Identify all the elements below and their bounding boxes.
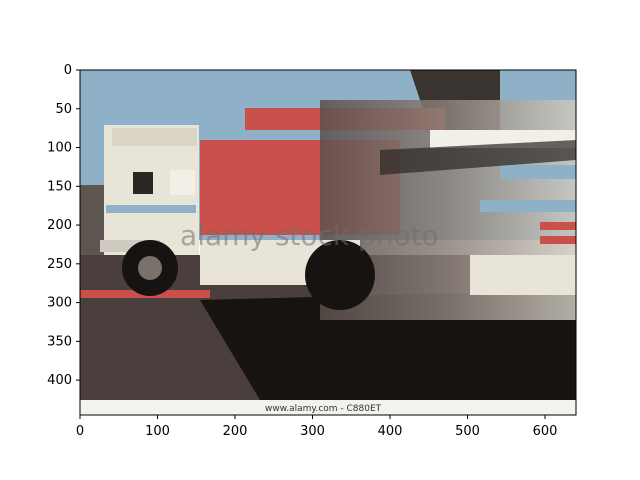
blur-red-streak (540, 222, 576, 230)
credit-strip (80, 400, 576, 415)
parked-truck (100, 125, 199, 296)
blur-blue-streak-2 (480, 200, 576, 212)
credit-text: www.alamy.com - C880ET (265, 404, 382, 414)
x-tick-label: 200 (223, 424, 248, 439)
x-tick-label: 500 (455, 424, 480, 439)
y-tick-label: 200 (47, 218, 72, 233)
truck-wheel-hub (138, 256, 162, 280)
y-tick-label: 100 (47, 141, 72, 156)
x-tick-label: 100 (145, 424, 170, 439)
x-tick-label: 300 (300, 424, 325, 439)
x-axis-ticks: 0 100 200 300 400 500 600 (76, 415, 558, 439)
photo: alamy stock photo www.alamy.com - C880ET (80, 70, 576, 415)
cab-roof (112, 128, 197, 146)
cab-blue-stripe (106, 205, 196, 213)
blurred-truck-wheel (305, 240, 375, 310)
y-tick-label: 0 (64, 63, 72, 78)
y-tick-label: 50 (55, 102, 72, 117)
blur-dark-streak (380, 140, 576, 175)
x-tick-label: 0 (76, 424, 84, 439)
blur-blue-streak (500, 165, 576, 179)
cab-side-window (170, 170, 195, 195)
blurred-truck (200, 100, 576, 320)
y-tick-label: 300 (47, 296, 72, 311)
axes-frame (79, 69, 577, 416)
cab-window (133, 172, 153, 194)
x-tick-label: 600 (533, 424, 558, 439)
y-axis-ticks: 0 50 100 150 200 250 300 350 400 (47, 63, 80, 388)
y-tick-label: 250 (47, 257, 72, 272)
y-tick-label: 350 (47, 334, 72, 349)
blur-red-streak-2 (540, 236, 576, 244)
x-tick-label: 400 (378, 424, 403, 439)
watermark: alamy stock photo (180, 219, 439, 252)
y-tick-label: 400 (47, 373, 72, 388)
y-tick-label: 150 (47, 179, 72, 194)
blur-white-lower (470, 255, 576, 295)
